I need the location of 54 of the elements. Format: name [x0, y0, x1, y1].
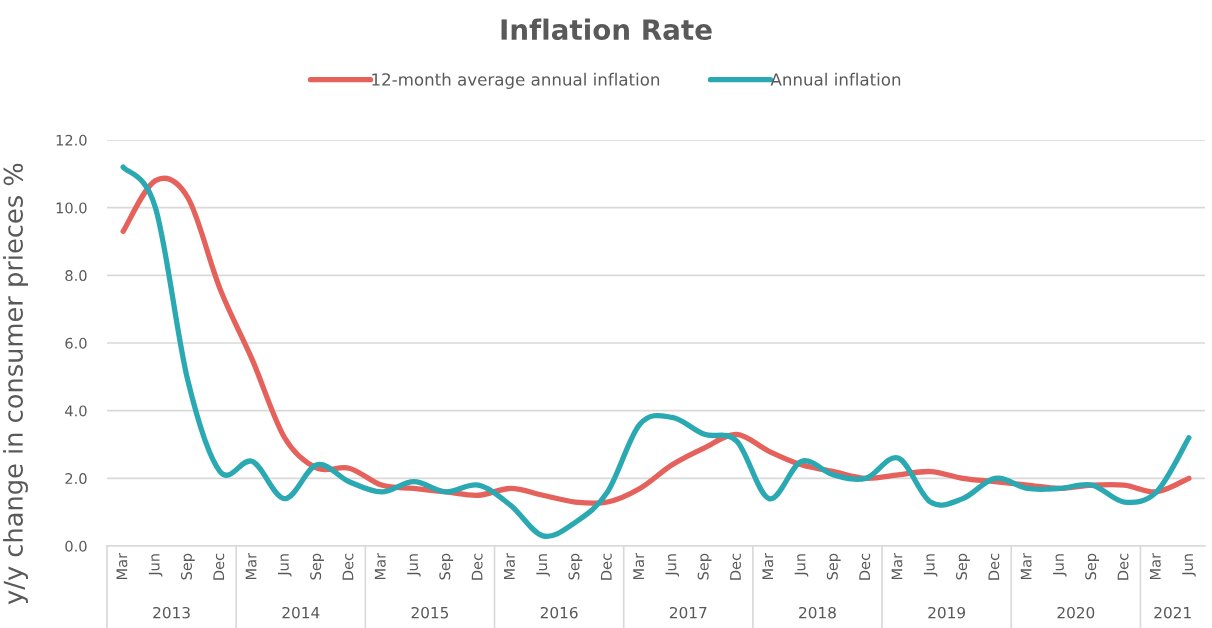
x-tick-label: Sep: [955, 553, 970, 580]
y-axis-title: y/y change in consumer prieces %: [3, 163, 28, 605]
y-tick-label: 4.0: [65, 405, 87, 417]
y-tick-label: 0.0: [65, 540, 87, 552]
chart-title: Inflation Rate: [501, 18, 712, 41]
x-tick-label: Jun: [1182, 554, 1196, 577]
text: 2017: [669, 606, 707, 619]
x-tick-label: Dec: [1117, 553, 1129, 580]
x-tick-label: Jun: [923, 554, 938, 577]
x-tick-label: Mar: [1149, 552, 1161, 580]
x-tick-label: Dec: [859, 553, 871, 580]
x-tick-label: Sep: [1085, 553, 1100, 580]
x-tick-label: Jun: [407, 554, 421, 577]
x-tick-label: Sep: [826, 553, 841, 580]
x-tick-label: Dec: [730, 553, 741, 580]
x-tick-label: Jun: [1053, 554, 1067, 577]
x-tick-label: Mar: [633, 552, 645, 580]
legend-label: 12-month average annual inflation: [372, 72, 660, 89]
y-tick-label: 6.0: [65, 337, 87, 349]
legend-label: Annual inflation: [770, 72, 901, 86]
x-tick-label: Mar: [116, 552, 128, 580]
y-tick-label: 8.0: [65, 270, 87, 282]
y-tick-label: 10.0: [56, 202, 87, 214]
text: 2016: [540, 606, 578, 619]
x-tick-label: Dec: [342, 553, 354, 580]
x-tick-label: Sep: [697, 553, 712, 580]
text: 2013: [153, 606, 190, 619]
x-tick-label: Jun: [278, 554, 292, 577]
x-tick-label: Mar: [245, 552, 257, 580]
x-tick-label: Dec: [600, 553, 612, 580]
x-tick-label: Dec: [988, 553, 1000, 580]
text: 2021: [1154, 606, 1191, 619]
x-tick-label: Sep: [568, 553, 583, 580]
x-tick-label: Mar: [374, 552, 386, 580]
x-tick-label: Dec: [471, 553, 483, 580]
text: 2015: [411, 606, 449, 619]
x-tick-label: Sep: [180, 553, 195, 580]
x-tick-label: Mar: [762, 552, 774, 580]
text: 2019: [928, 606, 966, 619]
text: 2018: [799, 606, 836, 619]
x-tick-label: Sep: [439, 553, 454, 580]
x-tick-label: Jun: [665, 554, 680, 577]
x-tick-label: Mar: [504, 552, 515, 580]
y-tick-label: 2.0: [65, 473, 87, 485]
x-tick-label: Sep: [310, 553, 324, 580]
text: 2014: [282, 606, 320, 619]
x-tick-label: Mar: [891, 552, 903, 580]
x-tick-label: Dec: [213, 553, 225, 580]
x-tick-label: Jun: [536, 554, 550, 577]
x-tick-label: Jun: [148, 554, 163, 577]
y-tick-label: 12.0: [56, 134, 87, 146]
text: 2020: [1057, 606, 1095, 619]
x-tick-label: Jun: [794, 554, 809, 577]
x-tick-label: Mar: [1020, 552, 1032, 580]
